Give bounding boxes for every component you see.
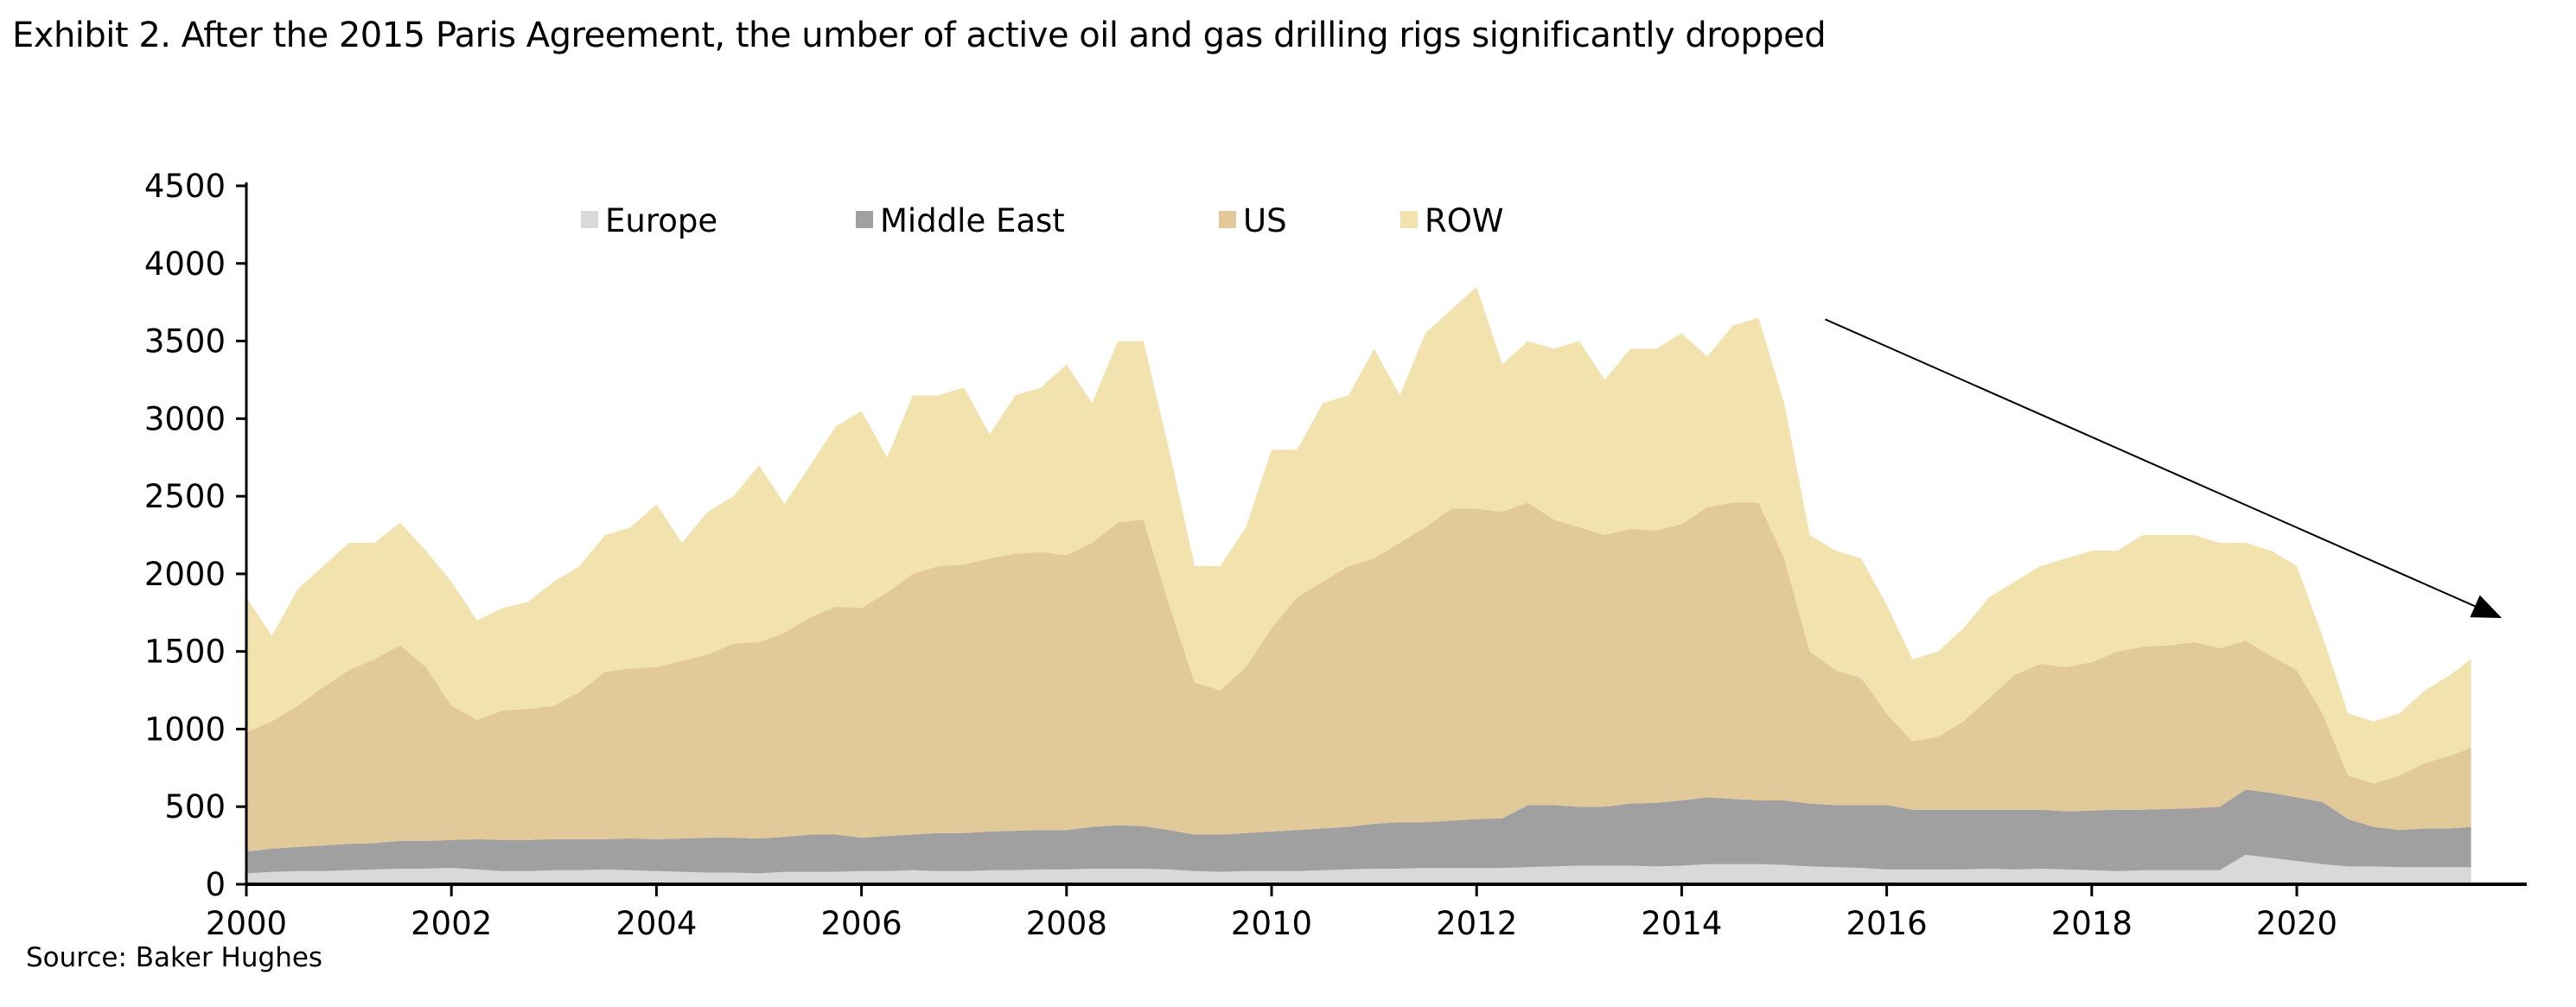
y-tick-label: 2500 xyxy=(144,478,226,515)
area-middle-east xyxy=(246,789,2471,874)
source-note: Source: Baker Hughes xyxy=(26,942,323,973)
chart-title: Exhibit 2. After the 2015 Paris Agreemen… xyxy=(12,16,1827,55)
axes: 0 500 1000 1500 2000 2500 3000 3500 4000 4500 2000… xyxy=(144,168,2527,942)
x-tick-label: 2020 xyxy=(2256,905,2337,942)
legend-swatch-us xyxy=(1219,211,1236,228)
trend-arrowhead-icon xyxy=(2470,595,2503,619)
x-tick-label: 2000 xyxy=(206,905,287,942)
area-row xyxy=(246,286,2471,784)
x-tick-label: 2010 xyxy=(1231,905,1312,942)
x-tick-label: 2014 xyxy=(1641,905,1722,942)
legend-label: Europe xyxy=(605,202,717,239)
y-tick-label: 3500 xyxy=(144,323,226,360)
legend-label: US xyxy=(1243,202,1287,239)
legend-swatch-europe xyxy=(581,211,598,228)
areas xyxy=(246,286,2471,884)
legend-label: Middle East xyxy=(880,202,1065,239)
trend-arrow-line xyxy=(1825,318,2476,608)
y-tick-label: 2000 xyxy=(144,556,226,593)
x-tick-label: 2002 xyxy=(411,905,492,942)
x-tick-label: 2018 xyxy=(2051,905,2133,942)
area-europe xyxy=(246,854,2471,884)
legend-swatch-row xyxy=(1400,211,1418,228)
annotations xyxy=(1825,318,2503,619)
x-tick-label: 2006 xyxy=(821,905,902,942)
x-tick-label: 2012 xyxy=(1436,905,1517,942)
legend-swatch-middle-east xyxy=(856,211,873,228)
y-tick-label: 500 xyxy=(164,788,226,825)
y-tick-label: 1500 xyxy=(144,634,226,671)
x-tick-label: 2004 xyxy=(615,905,697,942)
y-tick-label: 4500 xyxy=(144,168,226,205)
legend-label: ROW xyxy=(1425,202,1503,239)
x-tick-label: 2016 xyxy=(1846,905,1928,942)
x-tick-label: 2008 xyxy=(1026,905,1107,942)
area-us xyxy=(246,502,2471,852)
y-tick-label: 0 xyxy=(205,866,226,903)
y-tick-label: 4000 xyxy=(144,245,226,283)
legend: Europe Middle East US ROW xyxy=(581,202,1503,239)
y-tick-label: 1000 xyxy=(144,711,226,748)
y-tick-label: 3000 xyxy=(144,400,226,437)
